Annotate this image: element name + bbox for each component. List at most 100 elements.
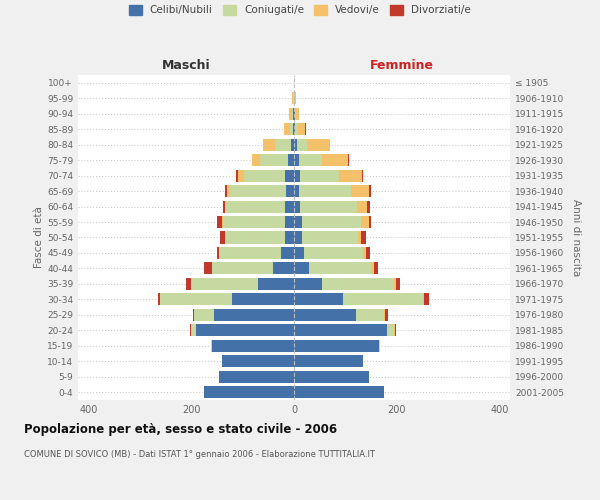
Bar	[305, 123, 307, 135]
Bar	[224, 232, 226, 243]
Bar	[294, 386, 384, 398]
Bar	[394, 324, 395, 336]
Bar	[291, 138, 294, 150]
Bar	[386, 324, 394, 336]
Bar	[260, 154, 288, 166]
Bar	[294, 185, 299, 197]
Bar	[212, 262, 274, 274]
Bar	[294, 324, 386, 336]
Text: COMUNE DI SOVICO (MB) - Dati ISTAT 1° gennaio 2006 - Elaborazione TUTTITALIA.IT: COMUNE DI SOVICO (MB) - Dati ISTAT 1° ge…	[24, 450, 375, 459]
Bar	[225, 200, 226, 212]
Bar	[211, 340, 212, 352]
Bar	[292, 92, 293, 104]
Bar	[356, 309, 384, 321]
Bar	[374, 262, 378, 274]
Bar	[424, 294, 429, 306]
Bar	[367, 200, 370, 212]
Bar	[302, 232, 358, 243]
Y-axis label: Anni di nascita: Anni di nascita	[571, 199, 581, 276]
Bar	[361, 216, 368, 228]
Bar	[294, 216, 302, 228]
Bar	[220, 232, 224, 243]
Bar	[222, 216, 223, 228]
Bar	[302, 216, 361, 228]
Bar	[294, 108, 295, 120]
Bar	[395, 324, 397, 336]
Bar	[396, 278, 400, 290]
Bar	[294, 154, 299, 166]
Bar	[294, 232, 302, 243]
Bar	[223, 200, 225, 212]
Bar	[294, 138, 296, 150]
Bar	[384, 309, 385, 321]
Bar	[224, 185, 227, 197]
Bar	[310, 262, 371, 274]
Bar	[379, 340, 380, 352]
Bar	[238, 170, 244, 181]
Bar	[217, 216, 222, 228]
Bar	[158, 294, 160, 306]
Bar	[290, 123, 293, 135]
Bar	[294, 371, 368, 383]
Bar	[348, 154, 349, 166]
Bar	[160, 294, 232, 306]
Bar	[294, 309, 356, 321]
Bar	[226, 232, 285, 243]
Bar	[357, 200, 367, 212]
Bar	[285, 200, 294, 212]
Bar	[284, 123, 290, 135]
Bar	[299, 154, 322, 166]
Bar	[293, 108, 294, 120]
Bar	[191, 278, 258, 290]
Bar	[226, 200, 285, 212]
Bar	[304, 247, 364, 259]
Bar	[371, 262, 374, 274]
Bar	[368, 216, 371, 228]
Bar	[227, 185, 230, 197]
Text: Femmine: Femmine	[370, 60, 434, 72]
Bar	[343, 294, 422, 306]
Bar	[300, 170, 339, 181]
Bar	[295, 92, 296, 104]
Bar	[294, 123, 295, 135]
Bar	[263, 138, 275, 150]
Bar	[204, 262, 212, 274]
Bar	[296, 138, 307, 150]
Text: Maschi: Maschi	[161, 60, 211, 72]
Bar	[285, 170, 294, 181]
Bar	[422, 294, 424, 306]
Bar	[232, 294, 294, 306]
Bar	[286, 185, 294, 197]
Bar	[244, 170, 285, 181]
Bar	[385, 309, 388, 321]
Bar	[339, 170, 362, 181]
Bar	[294, 356, 364, 368]
Legend: Celibi/Nubili, Coniugati/e, Vedovi/e, Divorziati/e: Celibi/Nubili, Coniugati/e, Vedovi/e, Di…	[129, 5, 471, 15]
Bar	[394, 278, 396, 290]
Bar	[191, 324, 196, 336]
Bar	[299, 185, 350, 197]
Bar	[294, 278, 322, 290]
Bar	[361, 232, 366, 243]
Bar	[295, 123, 298, 135]
Bar	[204, 386, 294, 398]
Bar	[294, 170, 300, 181]
Bar	[322, 154, 348, 166]
Bar	[294, 294, 343, 306]
Bar	[362, 170, 363, 181]
Bar	[220, 371, 294, 383]
Bar	[220, 247, 281, 259]
Bar	[288, 154, 294, 166]
Bar	[258, 278, 294, 290]
Bar	[236, 170, 238, 181]
Bar	[307, 138, 330, 150]
Bar	[281, 247, 294, 259]
Bar	[298, 123, 305, 135]
Bar	[223, 216, 285, 228]
Bar	[285, 232, 294, 243]
Bar	[294, 262, 310, 274]
Bar	[252, 154, 260, 166]
Bar	[350, 185, 368, 197]
Bar	[296, 108, 299, 120]
Bar	[186, 278, 191, 290]
